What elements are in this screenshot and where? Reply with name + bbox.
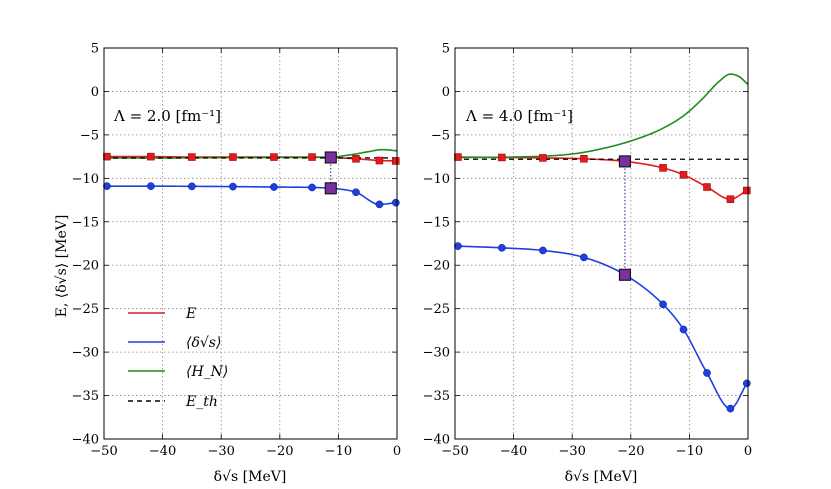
y-axis-label: E, ⟨δ√s⟩ [MeV] [54, 215, 70, 318]
data-point-delta-sqrt-s-left [147, 182, 155, 191]
data-point-delta-sqrt-s-right [726, 404, 735, 413]
y-tick-label-left: −40 [72, 433, 99, 448]
y-tick-label-right: −35 [423, 389, 450, 404]
axes-frame-right [454, 47, 749, 440]
highlight-box-e-right [618, 155, 631, 168]
series-line-delta-sqrt-s-left [106, 185, 396, 206]
data-point-delta-sqrt-s-left [270, 183, 278, 191]
y-tick-label-left: 0 [91, 85, 99, 100]
x-tick-label-left: −10 [325, 444, 352, 459]
data-point-delta-sqrt-s-left [308, 183, 316, 192]
series-line-delta-sqrt-s-right [457, 245, 748, 410]
data-point-e-right [498, 153, 506, 162]
grid-layer [104, 48, 748, 439]
y-tick-label-right: 5 [442, 42, 450, 57]
data-point-delta-sqrt-s-right [539, 246, 547, 255]
frame-layer [103, 47, 749, 440]
data-point-e-right [580, 155, 588, 163]
data-point-delta-sqrt-s-left [103, 182, 111, 191]
y-tick-label-right: −20 [423, 259, 450, 274]
legend-label-hn: ⟨H_N⟩ [186, 364, 228, 380]
y-tick-label-left: 5 [91, 42, 99, 57]
data-point-e-left [229, 153, 237, 161]
data-point-delta-sqrt-s-left [229, 182, 237, 191]
x-tick-label-left: −30 [207, 444, 234, 459]
data-point-e-right [726, 195, 735, 203]
data-point-e-right [659, 164, 667, 172]
data-point-e-left [270, 153, 278, 161]
data-point-e-right [743, 186, 751, 195]
y-tick-label-right: −15 [423, 215, 450, 230]
highlight-box-e-left [324, 151, 337, 164]
data-point-delta-sqrt-s-left [188, 182, 196, 191]
y-tick-label-left: −15 [72, 215, 99, 230]
data-point-delta-sqrt-s-right [498, 243, 506, 252]
data-point-e-left [147, 152, 155, 161]
data-point-delta-sqrt-s-right [679, 325, 688, 334]
data-point-e-right [679, 171, 688, 179]
y-tick-label-right: −40 [423, 433, 450, 448]
y-tick-label-left: −25 [72, 302, 99, 317]
x-tick-label-left: −50 [90, 444, 117, 459]
x-tick-label-right: −50 [441, 444, 468, 459]
data-point-delta-sqrt-s-right [659, 300, 667, 309]
legend-label-e: E [185, 306, 196, 322]
x-tick-label-left: −20 [266, 444, 293, 459]
axes-frame-left [103, 47, 398, 440]
data-point-e-right [703, 183, 711, 191]
y-tick-label-right: −5 [431, 128, 450, 143]
x-tick-label-right: 0 [744, 444, 752, 459]
data-point-delta-sqrt-s-right [454, 242, 462, 250]
y-tick-label-right: −10 [423, 172, 450, 187]
data-point-e-left [308, 153, 316, 161]
data-point-delta-sqrt-s-right [580, 253, 588, 262]
data-point-delta-sqrt-s-left [391, 198, 400, 207]
x-tick-label-right: −20 [617, 444, 644, 459]
x-tick-label-right: −40 [500, 444, 527, 459]
data-point-e-right [539, 154, 547, 162]
y-tick-label-right: −30 [423, 346, 450, 361]
x-axis-label-right: δ√s [MeV] [565, 469, 638, 485]
data-point-e-left [375, 156, 384, 165]
panel-annotation-right: Λ = 4.0 [fm⁻¹] [465, 107, 573, 125]
data-point-e-left [352, 155, 360, 163]
data-point-delta-sqrt-s-right [703, 369, 711, 377]
x-tick-label-left: 0 [393, 444, 401, 459]
data-point-e-left [103, 152, 111, 161]
y-tick-label-left: −20 [72, 259, 99, 274]
data-point-e-right [454, 153, 462, 161]
legend-label-delta-sqrt-s: ⟨δ√s⟩ [186, 335, 221, 351]
data-point-delta-sqrt-s-left [375, 200, 384, 209]
marker-layer [103, 151, 751, 413]
panel-annotation-left: Λ = 2.0 [fm⁻¹] [113, 107, 221, 125]
data-point-e-left [188, 153, 196, 161]
x-axis-label-left: δ√s [MeV] [214, 469, 287, 485]
y-tick-label-left: −35 [72, 389, 99, 404]
data-point-delta-sqrt-s-left [352, 188, 360, 197]
y-tick-label-right: −25 [423, 302, 450, 317]
x-tick-label-right: −30 [558, 444, 585, 459]
x-tick-label-left: −40 [149, 444, 176, 459]
text-layer: −50 −40 −30 −20 −10 050−5−10−15−20−25−30−35−4… [72, 42, 753, 460]
highlight-box-delta-sqrt-s-right [618, 268, 631, 281]
legend-label-eth: E_th [185, 394, 218, 410]
data-point-e-left [392, 157, 400, 165]
y-tick-label-right: 0 [442, 85, 450, 100]
x-tick-label-right: −10 [676, 444, 703, 459]
y-tick-label-left: −30 [72, 346, 99, 361]
data-point-delta-sqrt-s-right [742, 379, 751, 388]
y-tick-label-left: −10 [72, 172, 99, 187]
y-tick-label-left: −5 [80, 128, 99, 143]
highlight-box-delta-sqrt-s-left [324, 182, 337, 195]
